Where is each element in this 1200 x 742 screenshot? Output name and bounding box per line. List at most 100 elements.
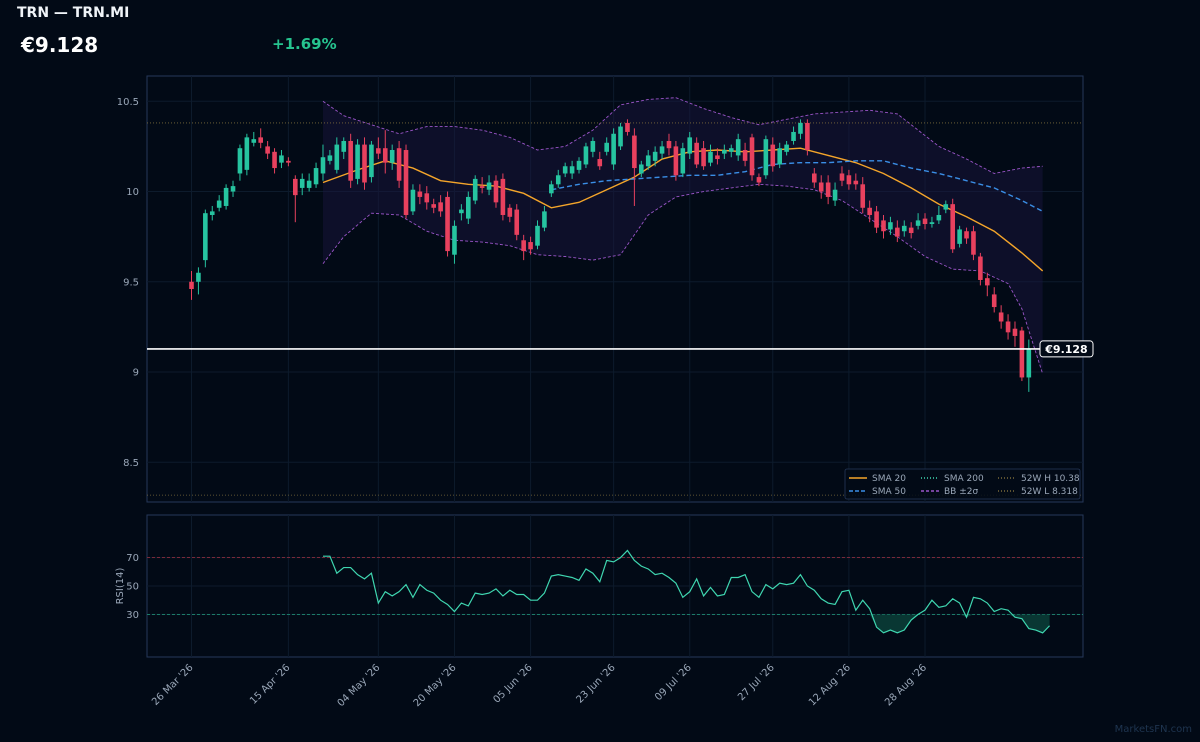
candle-body	[479, 186, 485, 188]
candle-body	[805, 122, 810, 151]
chart-title: TRN — TRN.MI	[17, 5, 130, 21]
candle-body	[701, 148, 706, 167]
candle-body	[639, 164, 644, 174]
x-tick-label: 05 Jun '26	[491, 662, 534, 705]
price-label-box	[1039, 340, 1094, 358]
rsi-line	[322, 549, 1051, 634]
candle-body	[812, 173, 817, 183]
candle-body	[376, 148, 381, 154]
candle-body	[929, 222, 935, 225]
candle-body	[846, 175, 852, 185]
candle-body	[472, 178, 478, 201]
candle-body	[715, 155, 720, 160]
candle-body	[708, 151, 713, 163]
candle-body	[853, 180, 859, 185]
y-tick-label: 10.5	[117, 97, 139, 108]
candle-body	[341, 140, 347, 152]
current-price: €9.128	[21, 33, 99, 57]
x-axis: 26 Mar '26 15 Apr '26 04 May '26 20 May '26…	[150, 662, 929, 709]
candle-body	[403, 150, 409, 215]
legend-label: SMA 50	[872, 487, 906, 497]
y-tick-label: 9.5	[123, 277, 139, 288]
candle-body	[237, 148, 243, 174]
candle-body	[680, 148, 686, 174]
candle-body	[874, 211, 879, 228]
candle-body	[1026, 348, 1032, 378]
x-tick-label: 20 May '26	[412, 662, 459, 709]
candle-body	[784, 144, 789, 152]
candle-body	[216, 200, 222, 208]
candle-body	[313, 168, 319, 185]
candle-body	[597, 159, 603, 167]
candle-body	[901, 225, 907, 232]
candle-body	[722, 150, 727, 154]
price-label: €9.128	[1044, 343, 1087, 356]
rsi-y-tick-label: 50	[126, 582, 139, 593]
candle-body	[203, 213, 208, 261]
candle-body	[632, 135, 637, 169]
candle-body	[279, 155, 284, 163]
candle-body	[991, 294, 997, 308]
candle-body	[985, 278, 990, 286]
candle-body	[957, 229, 962, 244]
bollinger-band-fill	[322, 97, 1043, 374]
rsi-oversold-fill	[322, 614, 1050, 633]
candle-body	[500, 178, 506, 215]
candle-body	[320, 157, 326, 174]
y-tick-label: 8.5	[123, 458, 139, 469]
candle-body	[625, 122, 630, 132]
candle-body	[687, 137, 693, 154]
candle-body	[230, 186, 236, 192]
x-tick-label: 04 May '26	[336, 662, 383, 709]
candle-body	[728, 148, 734, 152]
candle-body	[514, 209, 520, 235]
candle-body	[431, 204, 436, 208]
rsi-axis-label: RSI(14)	[115, 568, 126, 605]
candle-body	[860, 184, 866, 208]
candle-body	[355, 144, 360, 179]
x-tick-label: 26 Mar '26	[150, 662, 196, 708]
candle-body	[936, 214, 942, 221]
candle-body	[196, 272, 201, 282]
candle-body	[272, 151, 277, 169]
y-tick-label: 10	[126, 187, 139, 198]
price-change: +1.69%	[272, 35, 337, 53]
candle-body	[417, 191, 423, 197]
candle-body	[542, 211, 547, 228]
candle-body	[791, 131, 796, 141]
candle-body	[306, 180, 312, 188]
candle-body	[555, 175, 561, 185]
candle-body	[839, 173, 845, 181]
legend-label: 52W H 10.38	[1021, 474, 1080, 484]
candle-body	[459, 209, 464, 214]
candle-body	[369, 144, 374, 178]
candle-body	[770, 144, 776, 167]
rsi-y-tick-label: 70	[126, 553, 139, 564]
candle-body	[1005, 321, 1011, 333]
candle-body	[348, 140, 353, 181]
candle-body	[742, 150, 748, 161]
candle-body	[950, 204, 955, 250]
candle-body	[659, 146, 665, 154]
candle-body	[424, 193, 430, 203]
candle-body	[832, 189, 838, 201]
candle-body	[618, 126, 623, 147]
candle-body	[604, 142, 609, 152]
candle-body	[562, 166, 568, 174]
candle-body	[521, 240, 526, 252]
candle-body	[209, 211, 215, 215]
legend-label: SMA 200	[944, 474, 984, 484]
candle-body	[223, 187, 229, 206]
candle-body	[998, 312, 1004, 322]
candle-body	[251, 139, 257, 143]
candle-body	[244, 137, 250, 170]
candle-body	[611, 133, 616, 165]
x-tick-label: 27 Jul '26	[736, 662, 777, 703]
main-panel: 8.5 9 9.5 10 10.5 €9.128 SMA 20 SMA 50 SMA 200 BB…	[117, 75, 1094, 503]
candle-body	[576, 160, 582, 170]
candle-body	[334, 144, 340, 170]
x-tick-label: 23 Jun '26	[574, 662, 617, 705]
x-tick-label: 15 Apr '26	[248, 662, 292, 706]
